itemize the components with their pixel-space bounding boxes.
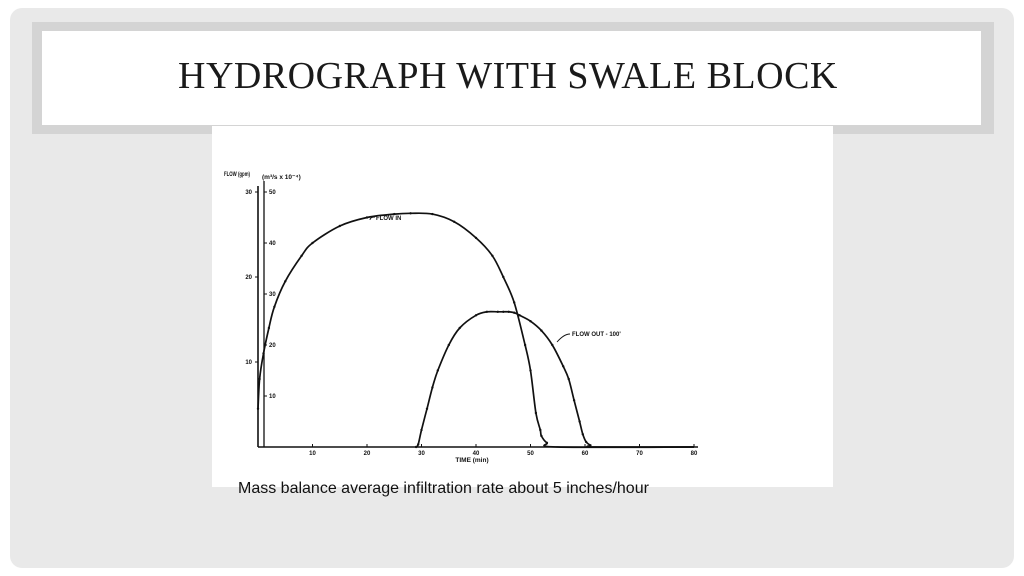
flow-out-point — [589, 444, 592, 447]
flow-in-point — [256, 407, 260, 410]
annotation-layer: FLOW IN FLOW OUT - 100' — [369, 216, 621, 343]
flow-out-point — [417, 443, 420, 446]
y-right-tick-label: 10 — [269, 394, 276, 400]
y-left-tick-label: 30 — [245, 190, 252, 196]
x-tick-label: 60 — [582, 451, 589, 457]
x-tick-label: 20 — [364, 451, 371, 457]
flow-in-point — [284, 280, 287, 283]
y-ticks-left: 10 20 30 — [245, 190, 258, 366]
x-tick-label: 80 — [691, 451, 698, 457]
flow-in-annotation: FLOW IN — [376, 216, 401, 222]
flow-in-point — [513, 301, 516, 304]
flow-in-point — [267, 326, 271, 330]
flow-out-point — [458, 326, 461, 330]
flow-in-point — [273, 305, 276, 308]
flow-out-line — [415, 310, 695, 448]
flow-in-point — [365, 216, 369, 219]
flow-in-point — [474, 236, 478, 240]
y-right-tick-label: 20 — [269, 343, 276, 349]
flow-out-point — [567, 377, 570, 381]
flow-out-point — [578, 420, 581, 423]
flow-in-point — [539, 428, 542, 432]
flow-out-point — [584, 440, 588, 444]
slide-caption: Mass balance average infiltration rate a… — [238, 480, 649, 497]
flow-in-point — [262, 352, 265, 355]
flow-out-point — [540, 329, 543, 332]
flow-out-point — [414, 445, 418, 449]
flow-in-point — [393, 212, 396, 216]
flow-out-point — [496, 310, 499, 313]
hydrograph-chart: 10 20 30 40 50 60 70 80 10 20 30 10 20 30 40 50 FLOW … — [224, 171, 698, 464]
flow-in-point — [311, 241, 314, 245]
flow-in-point — [409, 212, 412, 215]
flow-out-point — [581, 433, 584, 436]
flow-out-point — [420, 428, 423, 432]
flow-in-point — [545, 441, 549, 444]
flow-in-line — [257, 212, 695, 449]
x-tick-label: 40 — [473, 451, 480, 457]
flow-in-point — [338, 224, 341, 228]
flow-out-point — [474, 314, 478, 317]
x-axis-label: TIME (min) — [455, 457, 488, 464]
series-layer — [256, 212, 695, 449]
flow-out-point — [518, 314, 521, 317]
flow-in-point — [431, 212, 434, 216]
flow-in-leader — [369, 216, 376, 221]
flow-in-point — [258, 377, 261, 381]
y-right-tick-label: 30 — [269, 292, 276, 298]
flow-in-point — [453, 220, 456, 223]
flow-in-point — [491, 254, 494, 257]
flow-out-point — [529, 320, 532, 323]
x-ticks: 10 20 30 40 50 60 70 80 — [309, 444, 698, 457]
y-left-tick-label: 10 — [245, 360, 252, 366]
flow-out-point — [485, 310, 489, 313]
flow-out-point — [562, 365, 565, 368]
flow-out-point — [447, 343, 450, 347]
flow-out-point — [502, 310, 505, 313]
flow-in-point — [502, 275, 505, 279]
flow-in-point — [534, 411, 538, 415]
flow-out-point — [507, 310, 510, 313]
flow-out-point — [513, 311, 516, 314]
title-box — [42, 31, 981, 125]
x-tick-label: 50 — [527, 451, 534, 457]
y-axis-right-label: (m³/s x 10⁻⁴) — [262, 174, 301, 181]
flow-out-point — [436, 369, 439, 372]
x-tick-label: 70 — [636, 451, 643, 457]
y-ticks-right: 10 20 30 40 50 — [264, 190, 276, 400]
y-right-tick-label: 50 — [269, 190, 276, 196]
x-tick-label: 10 — [309, 451, 316, 457]
x-tick-label: 30 — [418, 451, 425, 457]
flow-in-point — [529, 369, 532, 372]
flow-out-leader — [556, 333, 571, 343]
flow-in-point — [540, 434, 543, 438]
flow-out-point — [431, 386, 434, 389]
flow-out-annotation: FLOW OUT - 100' — [572, 332, 621, 338]
y-right-tick-label: 40 — [269, 241, 276, 247]
flow-out-point — [551, 343, 554, 347]
flow-in-point — [523, 343, 527, 347]
flow-in-point — [300, 254, 303, 257]
slide-title: HYDROGRAPH WITH SWALE BLOCK — [178, 55, 838, 97]
hydrograph-figure: 10 20 30 40 50 60 70 80 10 20 30 10 20 30 40 50 FLOW … — [212, 126, 833, 487]
y-axis-left-label: FLOW (gpm) — [224, 171, 250, 178]
y-left-tick-label: 20 — [245, 275, 252, 281]
flow-out-point — [425, 407, 429, 410]
flow-out-point — [572, 399, 576, 402]
